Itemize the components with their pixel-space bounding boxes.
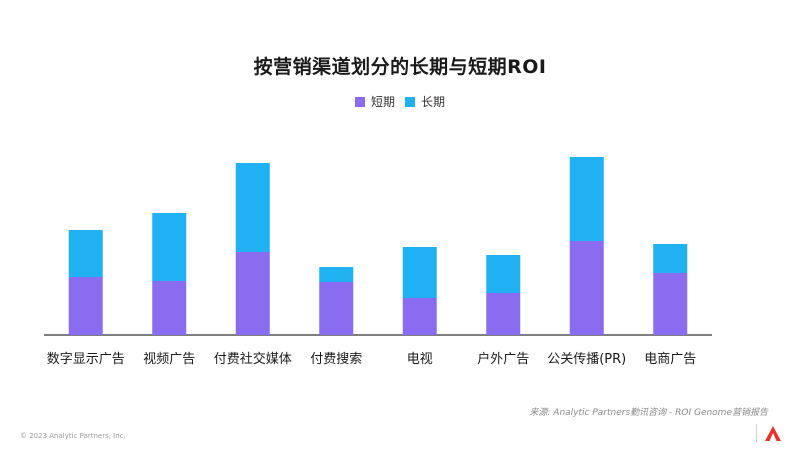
legend-label-short: 短期: [370, 95, 395, 109]
bar-long-3: [319, 267, 354, 282]
bar-long-7: [653, 244, 688, 273]
legend-swatch-long: [405, 96, 415, 107]
bar-long-2: [235, 163, 270, 252]
x-tick-label: 视频广告: [143, 352, 195, 367]
bar-short-2: [235, 252, 270, 335]
bar-short-0: [68, 277, 103, 335]
x-tick-label: 付费搜索: [310, 352, 362, 367]
legend-item-long: 长期: [405, 93, 445, 110]
analytic-partners-logo-icon: [765, 426, 781, 441]
bar-short-1: [152, 281, 187, 335]
bar-long-1: [152, 213, 187, 281]
footer-divider: [756, 424, 757, 442]
x-tick-label: 数字显示广告: [47, 352, 125, 367]
bar-short-6: [569, 241, 604, 335]
bar-long-6: [569, 157, 604, 241]
x-tick-label: 电商广告: [644, 352, 696, 367]
legend-swatch-short: [354, 96, 365, 107]
chart-legend: 短期 长期: [0, 93, 800, 110]
bar-long-5: [486, 255, 521, 293]
legend-label-long: 长期: [421, 95, 446, 109]
bar-long-4: [402, 247, 437, 298]
copyright-text: © 2023 Analytic Partners, Inc.: [20, 432, 126, 440]
bar-short-4: [402, 298, 437, 335]
bar-long-0: [68, 230, 103, 277]
x-tick-label: 公关传播(PR): [547, 352, 626, 367]
legend-item-short: 短期: [354, 93, 395, 110]
x-tick-label: 电视: [407, 352, 433, 367]
chart-title: 按营销渠道划分的长期与短期ROI: [253, 56, 547, 78]
bar-short-7: [653, 273, 688, 335]
x-tick-label: 户外广告: [477, 351, 529, 367]
x-tick-label: 付费社交媒体: [214, 351, 292, 367]
bar-short-3: [319, 282, 354, 335]
source-note: 来源: Analytic Partners勤讯咨询 - ROI Genome营销…: [529, 408, 768, 418]
bar-short-5: [486, 293, 521, 335]
